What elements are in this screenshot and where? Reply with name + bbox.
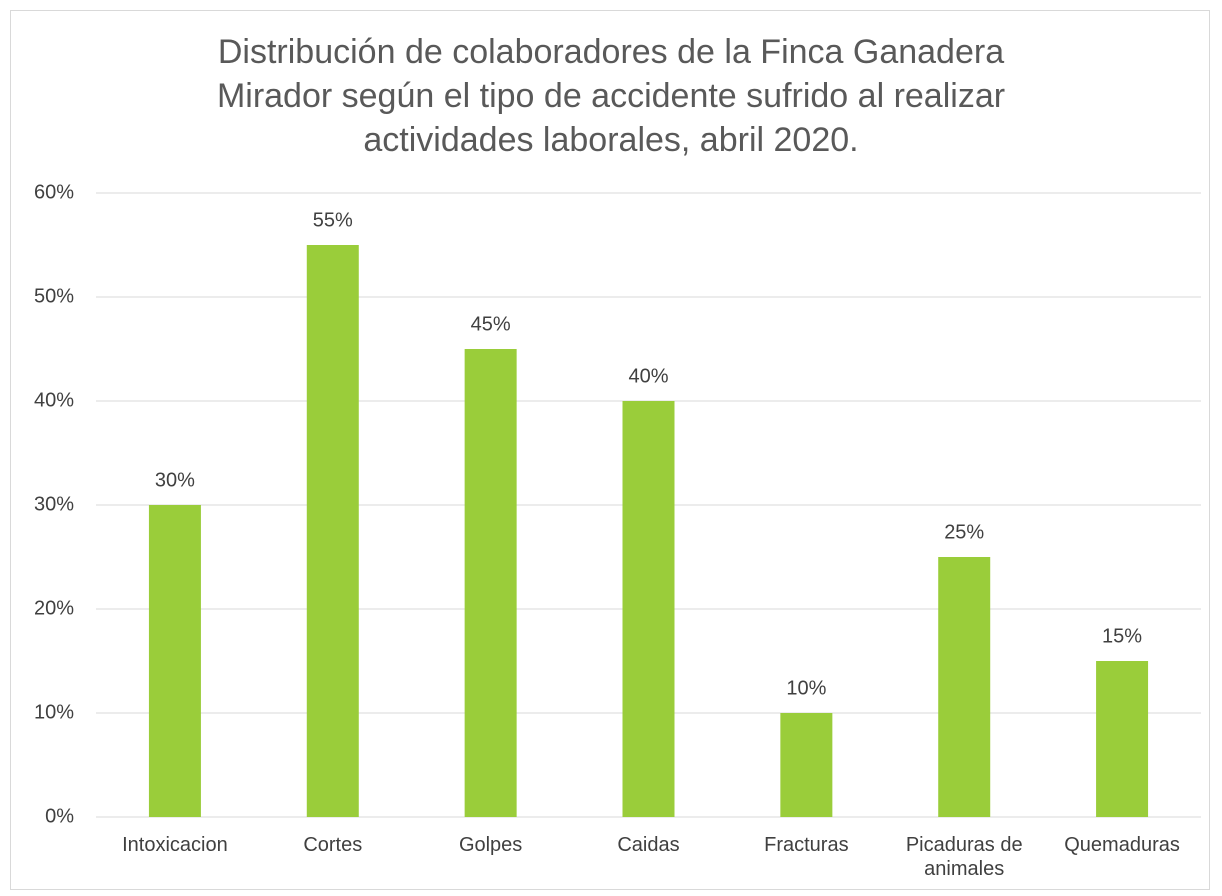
y-tick-label: 60% bbox=[34, 181, 74, 203]
bar bbox=[1096, 661, 1149, 817]
bar bbox=[780, 713, 833, 817]
y-tick-label: 0% bbox=[45, 805, 74, 827]
y-tick-label: 40% bbox=[34, 389, 74, 411]
data-label: 55% bbox=[313, 209, 353, 231]
x-tick-label: Fracturas bbox=[764, 834, 849, 856]
y-tick-label: 20% bbox=[34, 597, 74, 619]
y-tick-label: 50% bbox=[34, 285, 74, 307]
x-tick-label: Intoxicacion bbox=[122, 834, 228, 856]
bar bbox=[938, 557, 991, 817]
data-label: 30% bbox=[155, 469, 195, 491]
data-label: 25% bbox=[944, 521, 984, 543]
x-tick-label: Quemaduras bbox=[1064, 834, 1180, 856]
y-tick-label: 10% bbox=[34, 701, 74, 723]
x-tick-label: Golpes bbox=[458, 834, 523, 856]
chart-title: Distribución de colaboradores de la Finc… bbox=[216, 33, 1006, 159]
bar bbox=[622, 401, 675, 817]
data-label: 40% bbox=[628, 365, 668, 387]
x-tick-label: Picaduras de animales bbox=[905, 834, 1023, 880]
bar bbox=[306, 245, 359, 817]
bar bbox=[464, 349, 517, 817]
data-label: 15% bbox=[1102, 625, 1142, 647]
x-tick-label: Cortes bbox=[303, 834, 363, 856]
bar bbox=[148, 505, 201, 817]
x-tick-label: Caidas bbox=[617, 834, 680, 856]
chart-frame bbox=[10, 10, 1210, 890]
y-tick-label: 30% bbox=[34, 493, 74, 515]
data-label: 10% bbox=[786, 677, 826, 699]
data-label: 45% bbox=[471, 313, 511, 335]
